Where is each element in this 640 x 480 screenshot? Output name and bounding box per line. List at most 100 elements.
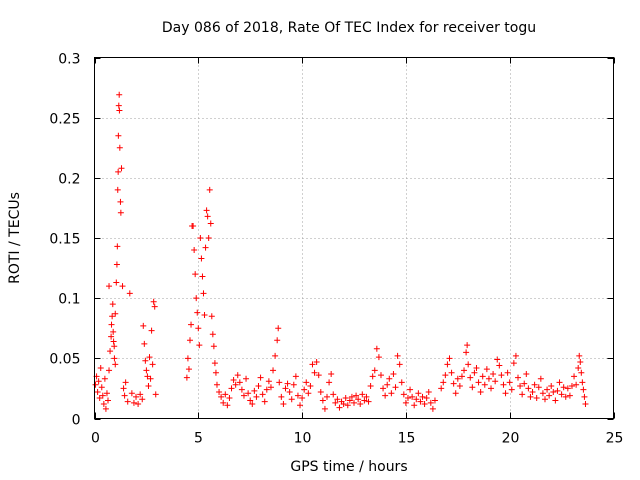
- data-point: [544, 386, 551, 393]
- data-point: [245, 390, 252, 397]
- data-point: [133, 393, 140, 400]
- data-point: [259, 391, 266, 398]
- data-point: [99, 392, 106, 399]
- data-point: [353, 392, 360, 399]
- data-point: [120, 385, 127, 392]
- data-point: [270, 367, 277, 374]
- data-point: [118, 165, 125, 172]
- data-point: [321, 405, 328, 412]
- data-point: [512, 352, 519, 359]
- data-point: [122, 379, 129, 386]
- data-point: [319, 397, 326, 404]
- data-point: [137, 391, 144, 398]
- data-point: [201, 312, 208, 319]
- data-point: [292, 373, 299, 380]
- data-point: [475, 379, 482, 386]
- data-point: [152, 391, 159, 398]
- data-point: [348, 393, 355, 400]
- data-point: [334, 396, 341, 403]
- data-point: [148, 327, 155, 334]
- data-point: [537, 375, 544, 382]
- data-point: [236, 379, 243, 386]
- data-point: [444, 361, 451, 368]
- data-point: [371, 367, 378, 374]
- data-point: [330, 391, 337, 398]
- data-point: [479, 373, 486, 380]
- data-point: [425, 389, 432, 396]
- data-point: [191, 247, 198, 254]
- data-point: [510, 360, 517, 367]
- data-point: [115, 168, 122, 175]
- data-point: [508, 386, 515, 393]
- data-point: [578, 369, 585, 376]
- data-point: [115, 102, 122, 109]
- data-point: [461, 367, 468, 374]
- data-point: [307, 383, 314, 390]
- data-point: [149, 361, 156, 368]
- data-point: [141, 340, 148, 347]
- data-point: [106, 283, 113, 290]
- data-point: [265, 378, 272, 385]
- data-point: [197, 235, 204, 241]
- data-point: [388, 390, 395, 397]
- data-point: [396, 361, 403, 368]
- data-point: [554, 387, 561, 394]
- data-point: [204, 213, 211, 220]
- data-point: [539, 390, 546, 397]
- data-point: [390, 370, 397, 377]
- x-tick-label: 0: [91, 431, 100, 447]
- data-point: [238, 386, 245, 393]
- data-point: [95, 378, 102, 385]
- data-point: [315, 372, 322, 379]
- data-point: [232, 381, 239, 388]
- data-point: [417, 398, 424, 405]
- data-point: [452, 390, 459, 397]
- data-point: [415, 390, 422, 397]
- data-point: [579, 379, 586, 386]
- data-point: [209, 331, 216, 338]
- data-point: [147, 375, 154, 382]
- data-point: [421, 401, 428, 408]
- data-point: [548, 383, 555, 390]
- data-point: [208, 313, 215, 320]
- data-point: [506, 379, 513, 386]
- data-point: [267, 384, 274, 391]
- data-point: [195, 325, 202, 332]
- data-point: [411, 402, 418, 409]
- data-point: [276, 379, 283, 386]
- data-point: [109, 313, 116, 320]
- data-point: [402, 399, 409, 406]
- data-point: [216, 389, 223, 396]
- data-point: [119, 283, 126, 290]
- x-tick-label: 5: [194, 431, 203, 447]
- data-point: [517, 383, 524, 390]
- data-point: [359, 391, 366, 398]
- data-point: [419, 393, 426, 400]
- data-point: [98, 384, 105, 391]
- data-point: [263, 386, 270, 393]
- data-point: [301, 386, 308, 393]
- data-point: [230, 376, 237, 383]
- data-point: [496, 362, 503, 369]
- plot-frame: [94, 57, 614, 419]
- data-point: [218, 393, 225, 400]
- data-point: [373, 345, 380, 352]
- data-point: [438, 385, 445, 392]
- data-point: [456, 383, 463, 390]
- data-point: [581, 393, 588, 400]
- data-point: [108, 333, 115, 340]
- data-point: [357, 401, 364, 408]
- data-point: [220, 399, 227, 406]
- data-point: [488, 385, 495, 392]
- data-point: [94, 389, 101, 396]
- data-point: [533, 395, 540, 402]
- data-point: [317, 389, 324, 396]
- data-point: [500, 381, 507, 388]
- data-point: [342, 395, 349, 402]
- data-point: [198, 255, 205, 262]
- data-point: [288, 396, 295, 403]
- data-point: [111, 355, 118, 362]
- data-point: [113, 279, 120, 286]
- data-point: [392, 384, 399, 391]
- data-point: [377, 372, 384, 379]
